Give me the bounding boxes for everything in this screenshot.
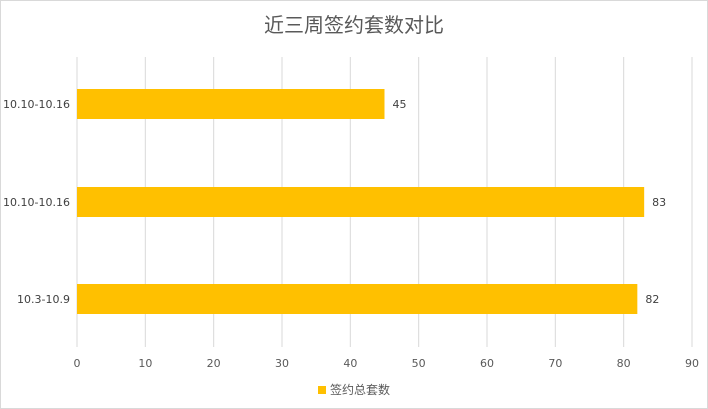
bar [77,89,385,119]
legend-label: 签约总套数 [329,383,390,397]
data-label: 83 [652,196,666,209]
y-category-label: 10.3-10.9 [17,293,70,306]
legend-swatch [317,386,326,394]
legend: 签约总套数 [1,381,707,398]
chart-title: 近三周签约套数对比 [264,13,444,37]
data-label: 45 [393,98,407,111]
x-tick-label: 50 [412,357,426,370]
data-labels: 45 83 82 [393,98,667,306]
data-label: 82 [645,293,659,306]
x-tick-label: 80 [617,357,631,370]
bars [77,89,645,314]
x-tick-label: 30 [275,357,289,370]
bar [77,284,638,314]
y-category-label: 10.10-10.16 [3,196,70,209]
x-tick-label: 20 [207,357,221,370]
y-axis-labels: 10.10-10.16 10.10-10.16 10.3-10.9 [3,98,70,306]
x-tick-label: 40 [343,357,357,370]
y-category-label: 10.10-10.16 [3,98,70,111]
x-tick-label: 90 [685,357,699,370]
plot-area: 45 83 82 10.10-10.16 10.10-10.16 10.3-10.9 0… [3,57,700,370]
bar [77,187,645,217]
x-tick-label: 10 [138,357,152,370]
x-tick-label: 0 [74,357,81,370]
x-axis-ticks: 0 10 20 30 40 50 60 70 80 90 [74,357,700,370]
x-tick-label: 70 [548,357,562,370]
x-tick-label: 60 [480,357,494,370]
